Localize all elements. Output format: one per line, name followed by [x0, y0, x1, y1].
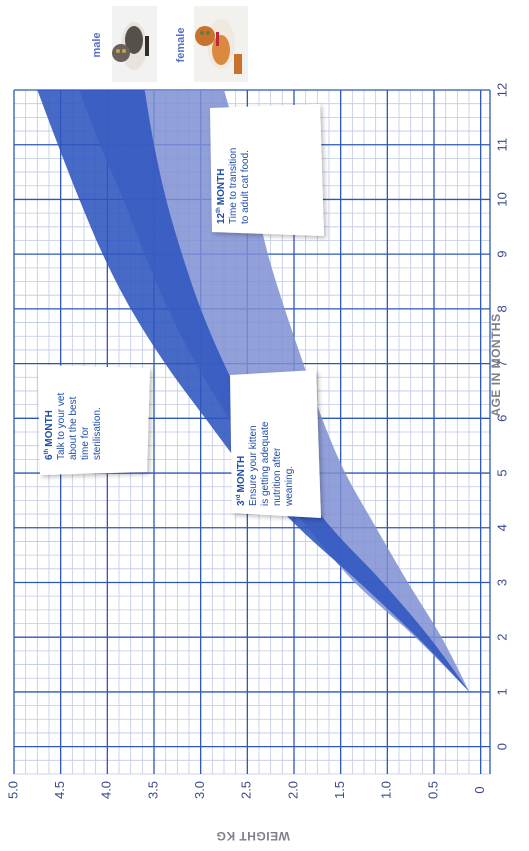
x-tick-label: 7 — [494, 360, 509, 367]
annotation-line: to adult cat food. — [240, 150, 251, 224]
y-axis-label: WEIGHT KG — [216, 829, 290, 843]
annotation-line: sterilisation. — [92, 407, 103, 460]
annotation-line: weaning. — [284, 466, 295, 507]
legend-female-label: female — [175, 28, 187, 63]
x-tick-label: 9 — [494, 251, 509, 258]
annotation-card — [210, 104, 324, 236]
annotation-card — [230, 370, 321, 518]
annotation-title: 6thMONTH — [44, 410, 55, 460]
annotation-card — [38, 365, 150, 475]
annotation-month12: 12thMONTH Time to transition to adult cat … — [210, 104, 324, 236]
x-tick-label: 11 — [494, 138, 509, 152]
legend-male-label: male — [91, 32, 103, 57]
series-band-male — [37, 90, 470, 692]
cat-male-photo — [112, 6, 157, 82]
annotation-line: about the best — [68, 396, 79, 460]
annotation-title: 3rdMONTH — [236, 456, 247, 506]
cat-female-photo — [194, 6, 248, 82]
annotation-month6: 6thMONTH Talk to your vet about the best ti… — [38, 365, 150, 475]
legend: male female — [91, 6, 248, 82]
x-tick-label: 6 — [494, 415, 509, 422]
y-tick-label: 4.0 — [99, 781, 114, 799]
x-tick-label: 8 — [494, 305, 509, 312]
annotation-line: time for — [80, 426, 91, 460]
y-tick-label: 2.5 — [239, 781, 254, 799]
y-tick-label: 0 — [472, 786, 487, 793]
x-tick-label: 0 — [494, 743, 509, 750]
x-tick-label: 3 — [494, 579, 509, 586]
y-tick-label: 4.5 — [52, 781, 67, 799]
x-tick-label: 10 — [494, 192, 509, 206]
annotation-line: is getting adequate — [260, 421, 271, 506]
annotation-title: 12thMONTH — [216, 169, 227, 224]
annotation-line: Time to transition — [228, 148, 239, 224]
annotation-line: Talk to your vet — [56, 393, 67, 460]
annotations: 3rdMONTH Ensure your kitten is getting ade… — [38, 104, 324, 518]
y-tick-label: 2.0 — [285, 781, 300, 799]
x-tick-label: 1 — [494, 688, 509, 695]
x-tick-label: 2 — [494, 634, 509, 641]
y-tick-label: 0.5 — [425, 781, 440, 799]
y-tick-label: 5.0 — [5, 781, 20, 799]
x-tick-label: 5 — [494, 469, 509, 476]
y-tick-label: 3.0 — [192, 781, 207, 799]
y-tick-label: 1.0 — [379, 781, 394, 799]
y-tick-label: 3.5 — [145, 781, 160, 799]
x-axis-label: AGE IN MONTHS — [489, 313, 503, 416]
x-tick-label: 12 — [494, 83, 509, 97]
y-tick-label: 1.5 — [332, 781, 347, 799]
x-tick-label: 4 — [494, 524, 509, 531]
tick-labels: 012345678910111200.51.01.52.02.53.03.54.… — [5, 83, 509, 799]
annotation-line: Ensure your kitten — [248, 425, 259, 506]
annotation-month3: 3rdMONTH Ensure your kitten is getting ade… — [230, 370, 321, 518]
annotation-line: nutrition after — [272, 447, 283, 506]
